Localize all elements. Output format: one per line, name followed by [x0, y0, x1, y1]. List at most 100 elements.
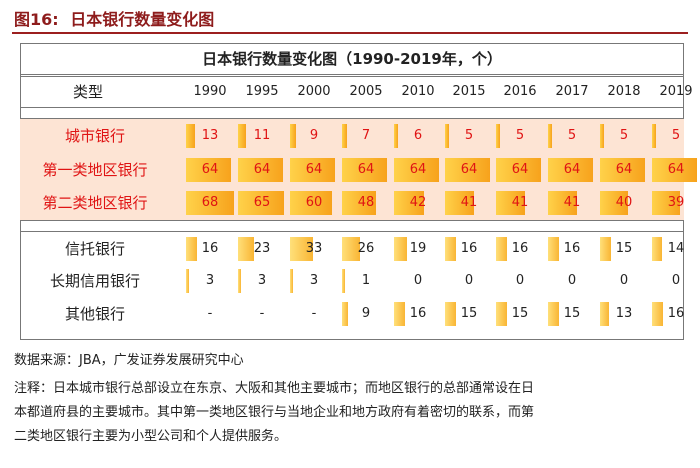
cell-value: 16	[511, 241, 529, 256]
cell-value: 6	[413, 128, 423, 143]
value-cell: 64	[394, 158, 442, 182]
value-cell: 33	[290, 237, 338, 261]
value-cell: 5	[548, 124, 596, 148]
data-bar	[394, 158, 439, 182]
value-cell: -	[290, 302, 338, 326]
value-cell: 9	[342, 302, 390, 326]
cell-value: -	[311, 306, 317, 321]
data-bar	[394, 302, 405, 326]
data-bar	[394, 124, 398, 148]
cell-value: 16	[460, 241, 478, 256]
value-cell: 23	[238, 237, 286, 261]
table-row: 第一类地区银行 64 64 64 64 64 64 64 64 64 64	[20, 155, 697, 185]
value-cell: 16	[496, 237, 544, 261]
year-header-2016: 2016	[503, 84, 537, 99]
cell-value: 13	[201, 128, 219, 143]
cell-value: 64	[409, 162, 427, 177]
data-bar	[290, 191, 332, 215]
note-line-1: 注释：日本城市银行总部设立在东京、大阪和其他主要城市；而地区银行的总部通常设在日	[14, 381, 535, 396]
value-cell: 40	[600, 191, 648, 215]
value-cell: 16	[186, 237, 234, 261]
data-bar	[548, 158, 593, 182]
data-bar	[290, 124, 296, 148]
value-cell: 68	[186, 191, 234, 215]
value-cell: 16	[652, 302, 700, 326]
value-cell: 0	[600, 269, 648, 293]
data-bar	[652, 237, 662, 261]
year-header-1990: 1990	[193, 84, 227, 99]
row-label: 其他银行	[64, 305, 125, 323]
value-cell: 6	[394, 124, 442, 148]
data-bar	[445, 237, 456, 261]
value-cell: 64	[600, 158, 648, 182]
data-bar	[496, 158, 541, 182]
cell-value: 15	[563, 306, 581, 321]
value-cell: 60	[290, 191, 338, 215]
value-cell: 9	[290, 124, 338, 148]
value-cell: 64	[238, 158, 286, 182]
value-cell: 64	[186, 158, 234, 182]
cell-value: 19	[409, 241, 427, 256]
data-bar	[238, 191, 284, 215]
cell-value: 64	[460, 162, 478, 177]
data-bar	[342, 124, 347, 148]
cell-value: 41	[511, 195, 529, 210]
cell-value: 15	[615, 241, 633, 256]
cell-value: 41	[563, 195, 581, 210]
cell-value: 5	[515, 128, 525, 143]
data-bar	[548, 191, 577, 215]
cell-value: -	[207, 306, 213, 321]
row-label: 城市银行	[64, 127, 125, 145]
row-label: 第一类地区银行	[42, 161, 148, 179]
data-bar	[342, 237, 360, 261]
cell-value: 39	[667, 195, 685, 210]
data-bar	[238, 158, 283, 182]
value-cell: 0	[652, 269, 700, 293]
year-header-2018: 2018	[607, 84, 641, 99]
data-bar	[186, 237, 197, 261]
value-cell: 7	[342, 124, 390, 148]
data-bar	[445, 158, 490, 182]
cell-value: 16	[667, 306, 685, 321]
cell-value: 11	[253, 128, 271, 143]
value-cell: 64	[290, 158, 338, 182]
cell-value: -	[259, 306, 265, 321]
cell-value: 65	[253, 195, 271, 210]
year-header-2015: 2015	[452, 84, 486, 99]
data-bar	[290, 237, 313, 261]
cell-value: 23	[253, 241, 271, 256]
cell-value: 5	[567, 128, 577, 143]
cell-value: 33	[305, 241, 323, 256]
data-bar	[342, 191, 376, 215]
title-rule	[12, 32, 688, 34]
cell-value: 48	[357, 195, 375, 210]
value-cell: 0	[548, 269, 596, 293]
year-header-2017: 2017	[555, 84, 589, 99]
cell-value: 15	[460, 306, 478, 321]
data-bar	[652, 191, 680, 215]
data-bar	[342, 158, 387, 182]
data-bar	[290, 158, 335, 182]
data-bar	[186, 269, 189, 293]
table-row: 信托银行 16 23 33 26 19 16 16 16 15 14	[20, 234, 684, 264]
value-cell: 41	[445, 191, 493, 215]
data-bar	[496, 124, 500, 148]
value-cell: 13	[600, 302, 648, 326]
data-bar	[238, 269, 241, 293]
data-bar	[548, 237, 559, 261]
value-cell: 15	[548, 302, 596, 326]
cell-value: 64	[563, 162, 581, 177]
value-cell: 64	[652, 158, 700, 182]
cell-value: 5	[464, 128, 474, 143]
cell-value: 41	[460, 195, 478, 210]
data-source: 数据来源：JBA，广发证券发展研究中心	[14, 353, 244, 368]
year-header-2010: 2010	[401, 84, 435, 99]
cell-value: 15	[511, 306, 529, 321]
value-cell: 19	[394, 237, 442, 261]
value-cell: 64	[342, 158, 390, 182]
cell-value: 3	[309, 273, 319, 288]
cell-value: 64	[253, 162, 271, 177]
cell-value: 0	[567, 273, 577, 288]
table-row: 其他银行 - - - 9 16 15 15 15 13 16	[20, 299, 684, 329]
value-cell: 64	[548, 158, 596, 182]
